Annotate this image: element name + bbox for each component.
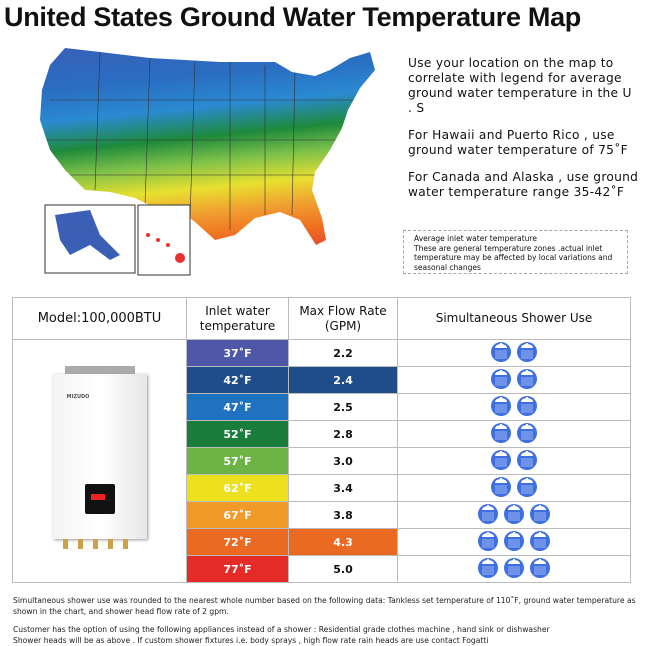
- legend-text: These are general temperature zones .act…: [414, 243, 613, 272]
- table-row: 52˚F 2.8: [13, 420, 631, 448]
- table-row: 67˚F 3.8: [13, 501, 631, 529]
- flow-rate-cell: 3.0: [288, 447, 398, 475]
- shower-head-icon: [491, 476, 511, 500]
- shower-head-icon: [530, 530, 550, 554]
- page-title: United States Ground Water Temperature M…: [4, 2, 581, 32]
- inlet-temp-cell: 77˚F: [186, 555, 289, 583]
- inlet-temp-cell: 62˚F: [186, 474, 289, 502]
- table-row: MIZUDO 37˚F 2.2: [12, 339, 631, 583]
- alaska-shape: [55, 210, 120, 260]
- flow-rate-cell: 3.8: [288, 501, 398, 529]
- shower-head-icon: [517, 341, 537, 365]
- table-row: 57˚F 3.0: [13, 447, 631, 475]
- flow-rate-cell: 4.3: [288, 528, 398, 556]
- hawaii-note: For Hawaii and Puerto Rico , use ground …: [408, 128, 628, 157]
- table-row: 47˚F 2.5: [13, 393, 631, 421]
- table-row: 42˚F 2.4: [13, 366, 631, 394]
- shower-head-icon: [517, 422, 537, 446]
- heater-brand: MIZUDO: [66, 394, 90, 400]
- table-row: 77˚F 5.0: [13, 555, 631, 583]
- us-temperature-map: [40, 48, 375, 276]
- shower-head-icon: [504, 503, 524, 527]
- shower-head-icon: [491, 422, 511, 446]
- shower-head-icon: [530, 503, 550, 527]
- inlet-temp-cell: 52˚F: [186, 420, 289, 448]
- inlet-temp-cell: 47˚F: [186, 393, 289, 421]
- shower-head-icon: [491, 341, 511, 365]
- shower-use-cell: [397, 555, 631, 583]
- shower-use-cell: [397, 501, 631, 529]
- shower-head-icon: [504, 557, 524, 581]
- shower-head-icon: [504, 530, 524, 554]
- shower-head-icon: [478, 503, 498, 527]
- inlet-temp-cell: 42˚F: [186, 366, 289, 394]
- inlet-temp-cell: 57˚F: [186, 447, 289, 475]
- shower-head-icon: [517, 476, 537, 500]
- alaska-note: For Canada and Alaska , use ground water…: [408, 170, 639, 199]
- shower-use-cell: [397, 393, 631, 421]
- shower-use-header: Simultaneous Shower Use: [397, 297, 631, 340]
- shower-use-cell: [397, 474, 631, 502]
- shower-head-icon: [491, 395, 511, 419]
- shower-use-cell: [397, 420, 631, 448]
- shower-head-icon: [491, 368, 511, 392]
- flow-rate-cell: 2.5: [288, 393, 398, 421]
- shower-head-icon: [491, 449, 511, 473]
- flow-rate-header: Max Flow Rate (GPM): [288, 297, 398, 340]
- model-header: Model:100,000BTU: [12, 297, 187, 340]
- shower-head-icon: [517, 368, 537, 392]
- shower-use-cell: [397, 447, 631, 475]
- footnote-1: Simultaneous shower use was rounded to t…: [13, 596, 636, 616]
- shower-head-icon: [478, 530, 498, 554]
- shower-head-icon: [530, 557, 550, 581]
- flow-rate-cell: 3.4: [288, 474, 398, 502]
- footnote-3: Shower heads will be as above . If custo…: [13, 636, 489, 645]
- inlet-temp-cell: 37˚F: [186, 339, 289, 367]
- flow-rate-cell: 2.4: [288, 366, 398, 394]
- flow-rate-cell: 5.0: [288, 555, 398, 583]
- shower-head-icon: [517, 449, 537, 473]
- legend-title: Average inlet water temperature: [414, 234, 537, 243]
- shower-head-icon: [478, 557, 498, 581]
- shower-use-cell: [397, 339, 631, 367]
- inlet-temp-cell: 67˚F: [186, 501, 289, 529]
- footnote-2: Customer has the option of using the fol…: [13, 625, 550, 634]
- inlet-temp-header: Inlet water temperature: [186, 297, 289, 340]
- flow-rate-table: Model:100,000BTU Inlet water temperature…: [12, 297, 631, 583]
- water-heater-image: MIZUDO: [45, 366, 155, 556]
- shower-use-cell: [397, 366, 631, 394]
- shower-use-cell: [397, 528, 631, 556]
- heater-image-cell: MIZUDO: [12, 339, 187, 583]
- inlet-temp-cell: 72˚F: [186, 528, 289, 556]
- flow-rate-cell: 2.8: [288, 420, 398, 448]
- map-instruction: Use your location on the map to correlat…: [408, 56, 632, 115]
- shower-head-icon: [517, 395, 537, 419]
- legend-box: Average inlet water temperature These ar…: [403, 230, 628, 274]
- flow-rate-cell: 2.2: [288, 339, 398, 367]
